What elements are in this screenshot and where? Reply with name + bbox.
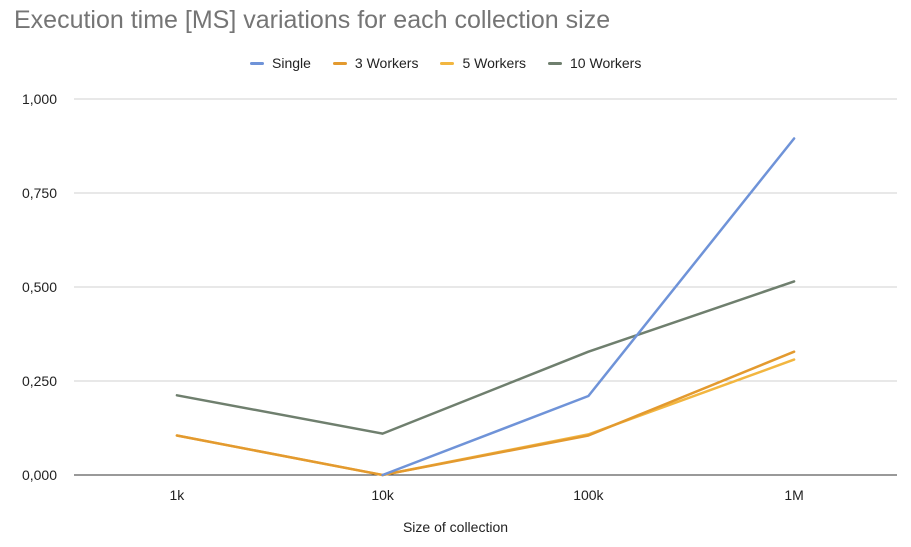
y-tick-label: 0,250 [22,373,57,389]
x-tick-label: 100k [573,487,604,503]
legend-item-10-workers: 10 Workers [548,55,641,71]
series-line-10-workers [175,280,796,435]
series-line-5-workers [175,358,796,477]
legend-item-5-workers: 5 Workers [440,55,526,71]
x-tick-label: 1M [784,487,803,503]
x-tick-label: 1k [169,487,185,503]
legend-item-single: Single [250,55,311,71]
legend-swatch-3-workers [332,61,347,65]
legend-label-5-workers: 5 Workers [462,55,527,71]
chart-title: Execution time [MS] variations for each … [14,6,611,34]
y-tick-label: 0,500 [22,279,57,295]
legend-item-3-workers: 3 Workers [332,55,419,71]
y-tick-label: 0,750 [22,185,57,201]
legend-label-10-workers: 10 Workers [570,55,642,71]
x-axis-title: Size of collection [402,519,509,535]
y-tick-label: 0,000 [22,467,57,483]
y-tick-label: 1,000 [22,91,57,107]
legend-label-3-workers: 3 Workers [354,55,419,71]
legend-label-single: Single [272,55,311,71]
series-line-single [381,137,796,477]
series-line-3-workers [175,350,796,477]
legend-swatch-single [250,61,264,65]
legend-swatch-5-workers [440,61,455,65]
legend-swatch-10-workers [548,61,563,65]
chart-legend: Single 3 Workers 5 Workers 10 Workers [250,55,641,71]
x-tick-label: 10k [371,487,395,503]
